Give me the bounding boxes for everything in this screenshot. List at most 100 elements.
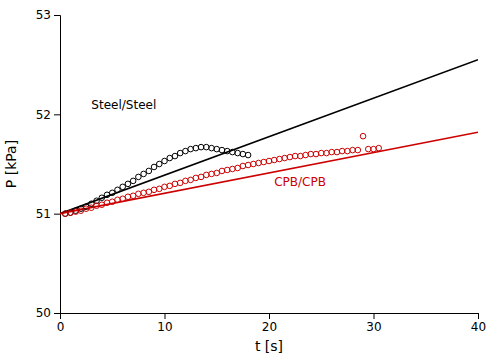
- point: [371, 146, 377, 152]
- axis-line: [61, 314, 479, 320]
- point: [104, 200, 110, 206]
- point: [172, 153, 178, 159]
- point: [271, 157, 277, 163]
- tick-label: 51: [36, 207, 51, 221]
- point: [136, 174, 142, 180]
- tick: 10: [157, 313, 172, 334]
- annotation: CPB/CPB: [274, 175, 326, 189]
- y-axis-title: P [kPa]: [3, 140, 19, 188]
- tick-mark: [54, 313, 60, 314]
- point: [193, 175, 199, 181]
- point: [62, 211, 68, 217]
- tick: 20: [262, 313, 277, 334]
- point: [298, 153, 304, 159]
- point: [214, 146, 220, 152]
- point: [209, 171, 215, 177]
- tick-label: 53: [36, 8, 51, 22]
- point: [224, 167, 230, 173]
- point: [109, 190, 115, 196]
- point: [83, 206, 89, 212]
- point: [219, 168, 225, 174]
- tick-mark: [54, 15, 60, 16]
- tick-label: 52: [36, 108, 51, 122]
- point: [73, 209, 79, 215]
- point: [303, 152, 309, 158]
- tick-label: 20: [262, 320, 277, 334]
- tick: 40: [471, 313, 486, 334]
- point: [256, 160, 262, 166]
- point: [266, 158, 272, 164]
- point: [277, 156, 283, 162]
- tick-label: 40: [471, 320, 486, 334]
- tick-label: 30: [366, 320, 381, 334]
- axis-line: [54, 16, 61, 314]
- point: [251, 161, 257, 167]
- point: [151, 164, 157, 170]
- point: [146, 168, 152, 174]
- scatter-series: [62, 144, 250, 216]
- point: [125, 181, 131, 187]
- point: [94, 203, 100, 209]
- tick-label: 50: [36, 306, 51, 320]
- point: [355, 147, 361, 153]
- point: [313, 151, 319, 157]
- tick-mark: [165, 313, 166, 319]
- tick: 0: [57, 313, 65, 334]
- point: [224, 148, 230, 154]
- point: [136, 191, 142, 197]
- point: [193, 145, 199, 151]
- trend-line: [60, 132, 478, 213]
- tick: 51: [36, 207, 60, 221]
- tick-mark: [374, 313, 375, 319]
- point: [345, 148, 351, 154]
- tick: 53: [36, 8, 60, 22]
- point: [172, 181, 178, 187]
- tick-mark: [478, 313, 479, 319]
- point: [282, 155, 288, 161]
- scatter-series: [62, 133, 381, 216]
- point: [230, 166, 236, 172]
- point: [360, 133, 366, 139]
- point: [115, 197, 121, 203]
- tick-mark: [269, 313, 270, 319]
- tick-mark: [54, 214, 60, 215]
- point: [219, 147, 225, 153]
- chart: 0 10 20 30 40 50 51 52 53 Steel/Steel CPB/CPB t [s]…: [0, 0, 500, 359]
- x-axis: 0 10 20 30 40: [57, 313, 486, 334]
- point: [240, 163, 246, 169]
- point: [115, 187, 121, 193]
- point: [334, 149, 340, 155]
- tick-label: 10: [157, 320, 172, 334]
- point: [120, 184, 126, 190]
- y-axis: 50 51 52 53: [36, 8, 61, 320]
- marks: [60, 60, 478, 217]
- point: [141, 190, 147, 196]
- point: [287, 154, 293, 160]
- x-axis-title: t [s]: [255, 338, 283, 354]
- point: [151, 187, 157, 193]
- point: [230, 149, 236, 155]
- tick-mark: [54, 114, 60, 115]
- tick-label: 0: [57, 320, 65, 334]
- point: [156, 161, 162, 167]
- tick: 50: [36, 306, 60, 320]
- annotation: Steel/Steel: [91, 98, 156, 112]
- point: [245, 152, 251, 158]
- annotations: Steel/Steel CPB/CPB: [91, 98, 326, 188]
- point: [125, 194, 131, 200]
- point: [183, 178, 189, 184]
- point: [209, 145, 215, 151]
- tick: 52: [36, 108, 60, 122]
- point: [62, 211, 68, 217]
- point: [68, 210, 74, 216]
- point: [130, 178, 136, 184]
- point: [235, 150, 241, 156]
- point: [204, 144, 210, 150]
- point: [245, 162, 251, 168]
- point: [162, 158, 168, 164]
- plot: 0 10 20 30 40 50 51 52 53 Steel/Steel CPB/CPB: [36, 8, 486, 333]
- point: [99, 195, 105, 201]
- trend-line: [60, 60, 478, 214]
- point: [204, 172, 210, 178]
- point: [188, 146, 194, 152]
